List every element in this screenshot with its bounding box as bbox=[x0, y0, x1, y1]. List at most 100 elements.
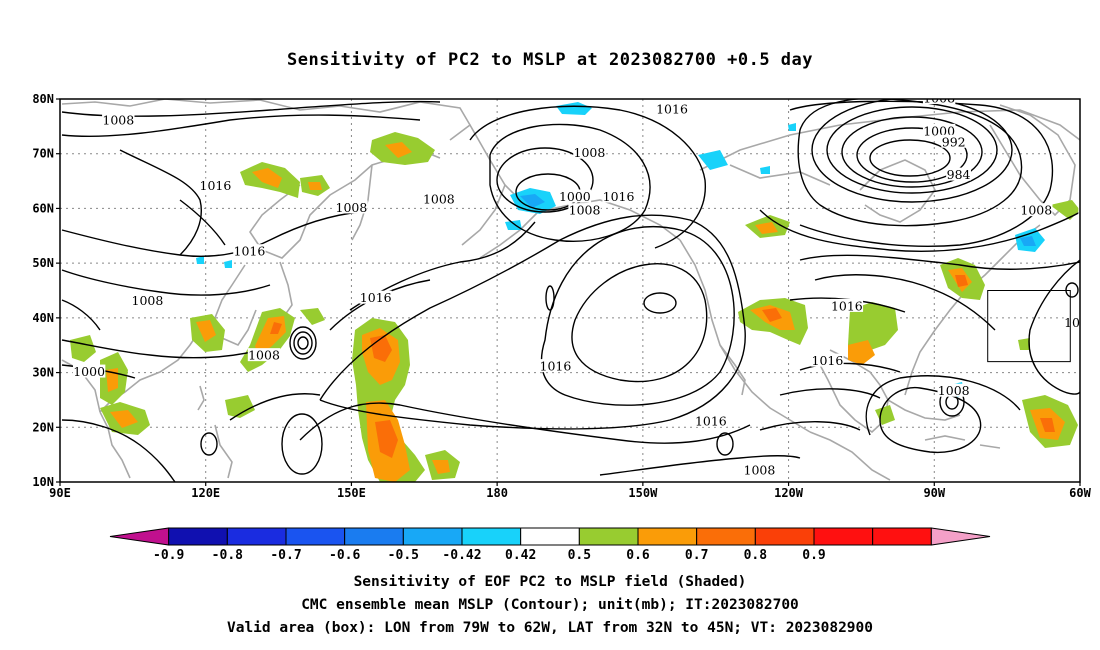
colorbar-end-triangle bbox=[109, 527, 170, 546]
colorbar-label: -0.5 bbox=[388, 548, 419, 563]
contour-label-bg bbox=[335, 200, 368, 214]
valid-area-box bbox=[987, 290, 1071, 363]
lat-tick-label: 80N bbox=[32, 92, 54, 106]
contour-label-bg bbox=[811, 353, 844, 367]
plot-title: Sensitivity of PC2 to MSLP at 2023082700… bbox=[286, 50, 813, 70]
colorbar-label: 0.6 bbox=[626, 548, 650, 563]
contour-label-bg bbox=[422, 192, 456, 206]
contour-label-bg bbox=[946, 167, 971, 181]
colorbar-end-triangle bbox=[930, 527, 991, 546]
lat-tick-label: 20N bbox=[32, 420, 54, 434]
contour-label: 1008 bbox=[248, 348, 280, 363]
contour-labels: 1008 1016 1008 1008 1016 1008 1000 1008 1016 1016… bbox=[72, 91, 1100, 478]
colorbar-label: 0.9 bbox=[802, 548, 825, 563]
colorbar-label: -0.8 bbox=[212, 548, 243, 563]
colorbar-box bbox=[578, 527, 639, 546]
contour-label: 1008 bbox=[423, 192, 455, 207]
lat-lon-grid bbox=[60, 99, 1081, 482]
colorbar-labels: -0.9 -0.8 -0.7 -0.6 -0.5 -0.42 0.42 0.5 0.6 0.7 0.… bbox=[153, 548, 826, 563]
footer-contour-caption: CMC ensemble mean MSLP (Contour); unit(m… bbox=[301, 597, 799, 613]
contour-label: 992 bbox=[942, 134, 966, 149]
colorbar-box bbox=[402, 527, 463, 546]
colorbar bbox=[109, 527, 991, 546]
contour-label: 1008 bbox=[574, 145, 606, 160]
lon-tick-label: 120W bbox=[774, 486, 804, 500]
contour-label: 1016 bbox=[831, 298, 863, 313]
contour-label-bg bbox=[743, 463, 776, 477]
footer-shading-caption: Sensitivity of EOF PC2 to MSLP field (Sh… bbox=[353, 574, 747, 590]
colorbar-label: -0.6 bbox=[329, 548, 360, 563]
map-content: 1008 1016 1008 1008 1016 1008 1000 1008 1016 1016… bbox=[61, 91, 1100, 482]
contour-label-bg bbox=[941, 134, 967, 148]
lon-tick-label: 60W bbox=[1069, 486, 1091, 500]
contour-label-bg bbox=[233, 244, 266, 258]
contour-label: 1008 bbox=[102, 112, 134, 127]
contour-label: 1016 bbox=[1064, 315, 1096, 330]
contour-label: 1008 bbox=[569, 203, 601, 218]
contour-label-bg bbox=[359, 290, 392, 304]
coastlines bbox=[61, 99, 1080, 481]
colorbar-label: 0.5 bbox=[568, 548, 591, 563]
colorbar-box bbox=[226, 527, 287, 546]
lon-tick-label: 150W bbox=[628, 486, 658, 500]
contour-label: 1008 bbox=[132, 293, 164, 308]
contour-label-bg bbox=[102, 112, 135, 126]
contour-label-bg bbox=[199, 178, 232, 192]
lat-axis: 10N 20N 30N 40N 50N 60N 70N 80N bbox=[32, 92, 60, 489]
contour-label: 1016 bbox=[200, 178, 232, 193]
contour-label: 1016 bbox=[656, 101, 688, 116]
contour-label-bg bbox=[247, 348, 281, 362]
contour-label: 1008 bbox=[744, 463, 776, 478]
lon-tick-label: 150E bbox=[337, 486, 366, 500]
lat-tick-label: 50N bbox=[32, 256, 54, 270]
lon-tick-label: 120E bbox=[191, 486, 220, 500]
contour-label-bg bbox=[694, 413, 728, 427]
map-frame bbox=[59, 98, 1081, 483]
contour-label: 1016 bbox=[695, 413, 727, 428]
colorbar-box bbox=[813, 527, 874, 546]
contour-label: 1008 bbox=[923, 91, 955, 106]
mslp-contours bbox=[61, 99, 1080, 482]
contour-label: 1016 bbox=[812, 353, 844, 368]
contour-label-bg bbox=[937, 383, 970, 397]
colorbar-label: -0.42 bbox=[442, 548, 481, 563]
contour-label-bg bbox=[1078, 205, 1080, 219]
contour-label: 1016 bbox=[1079, 205, 1100, 220]
contour-label-bg bbox=[655, 101, 689, 115]
footer-valid-area-caption: Valid area (box): LON from 79W to 62W, L… bbox=[226, 620, 873, 636]
colorbar-box bbox=[754, 527, 815, 546]
lon-tick-label: 180 bbox=[486, 486, 508, 500]
contour-label-bg bbox=[573, 145, 606, 159]
colorbar-box bbox=[520, 527, 580, 546]
contour-label: 1008 bbox=[938, 383, 970, 398]
lon-tick-label: 90W bbox=[923, 486, 945, 500]
lat-tick-label: 70N bbox=[32, 147, 54, 161]
contour-label: 1000 bbox=[73, 364, 105, 379]
contour-label-bg bbox=[602, 189, 635, 203]
contour-label-bg bbox=[922, 99, 956, 104]
colorbar-box bbox=[168, 527, 228, 546]
lon-axis: 90E 120E 150E 180 150W 120W 90W 60W bbox=[49, 482, 1092, 500]
lat-tick-label: 10N bbox=[32, 475, 54, 489]
contour-label: 1008 bbox=[1020, 203, 1052, 218]
colorbar-label: 0.42 bbox=[505, 548, 536, 563]
contour-label-bg bbox=[922, 123, 956, 137]
contour-label-bg bbox=[1063, 315, 1080, 329]
colorbar-label: 0.7 bbox=[685, 548, 708, 563]
colorbar-box bbox=[872, 527, 932, 546]
colorbar-box bbox=[637, 527, 698, 546]
lat-tick-label: 30N bbox=[32, 366, 54, 380]
contour-label-bg bbox=[131, 293, 164, 307]
lon-tick-label: 90E bbox=[49, 486, 71, 500]
lat-tick-label: 40N bbox=[32, 311, 54, 325]
contour-label: 1016 bbox=[234, 244, 266, 259]
colorbar-label: -0.7 bbox=[270, 548, 301, 563]
contour-label-bg bbox=[539, 359, 572, 373]
colorbar-label: -0.9 bbox=[153, 548, 184, 563]
contour-label: 1016 bbox=[360, 290, 392, 305]
contour-label-bg bbox=[568, 203, 601, 217]
colorbar-label: 0.8 bbox=[744, 548, 768, 563]
contour-label-bg bbox=[830, 298, 864, 312]
contour-label-bg bbox=[72, 364, 106, 378]
